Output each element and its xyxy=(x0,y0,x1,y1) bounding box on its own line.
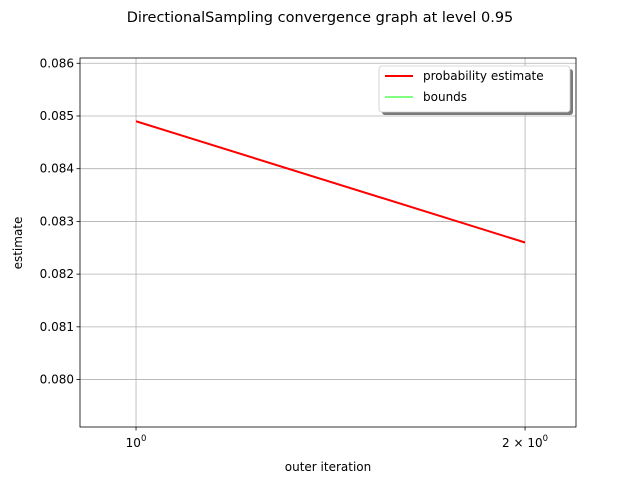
y-tick-label: 0.085 xyxy=(40,109,74,123)
series-line-0 xyxy=(135,120,526,244)
series-layer xyxy=(135,120,526,244)
x-axis-ticks: 100 2 × 100 xyxy=(126,427,548,450)
y-tick-label: 0.086 xyxy=(40,56,74,70)
y-tick-label: 0.081 xyxy=(40,320,74,334)
x-tick-base: 2 × 10 xyxy=(502,436,543,450)
y-tick-label: 0.083 xyxy=(40,214,74,228)
chart-title: DirectionalSampling convergence graph at… xyxy=(127,10,514,26)
x-tick-label: 100 xyxy=(126,434,147,450)
y-tick-label: 0.080 xyxy=(40,373,74,387)
x-axis-label: outer iteration xyxy=(285,460,371,474)
plot-area-frame xyxy=(79,57,577,428)
y-axis-ticks: 0.080 0.081 0.082 0.083 0.084 0.085 0.086 xyxy=(40,56,80,387)
y-axis-label: estimate xyxy=(11,217,25,270)
y-tick-label: 0.084 xyxy=(40,162,74,176)
legend-box xyxy=(378,65,571,113)
legend: probability estimate bounds xyxy=(378,65,573,115)
legend-label-1: bounds xyxy=(423,90,467,104)
legend-label-0: probability estimate xyxy=(423,69,544,83)
x-tick-label: 2 × 100 xyxy=(502,434,548,450)
x-tick-exponent: 0 xyxy=(141,434,146,444)
x-tick-base: 10 xyxy=(126,436,141,450)
x-tick-exponent: 0 xyxy=(543,434,548,444)
y-tick-label: 0.082 xyxy=(40,267,74,281)
